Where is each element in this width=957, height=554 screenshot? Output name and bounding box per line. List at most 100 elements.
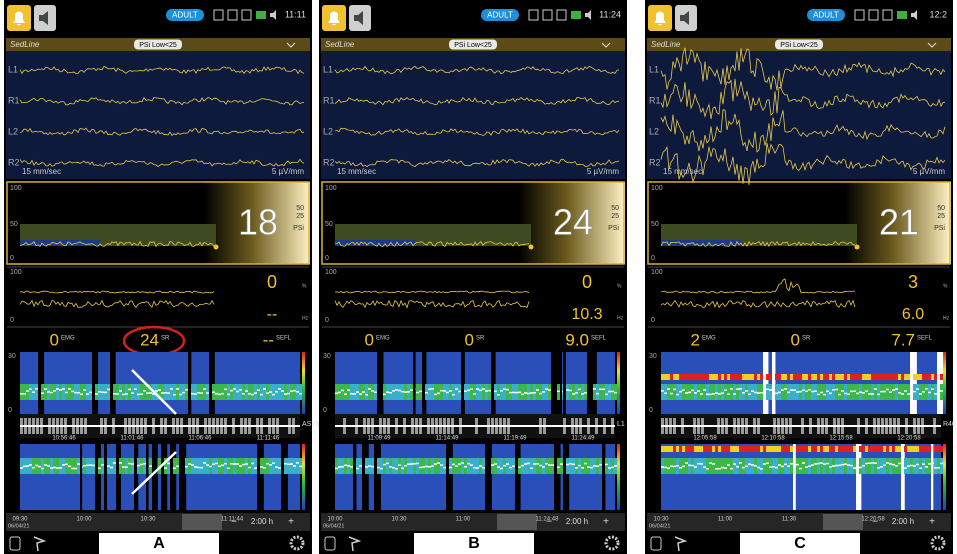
flag-icon[interactable] xyxy=(348,536,362,552)
dsa-band xyxy=(350,384,353,400)
dsa-line xyxy=(509,391,512,394)
dsa-hot xyxy=(934,446,937,452)
sweep-speed: 15 mm/sec xyxy=(663,167,702,176)
dsa-line xyxy=(805,466,808,469)
dsa-line xyxy=(80,393,83,396)
dsa-band xyxy=(808,384,811,400)
dsa-line xyxy=(569,462,572,465)
dsa-line xyxy=(32,391,35,393)
clock: 11:11 xyxy=(285,9,306,19)
dsa-band xyxy=(410,458,413,474)
eeg-area xyxy=(647,51,951,179)
audio-button[interactable] xyxy=(349,5,371,31)
artifact-trend xyxy=(19,290,215,294)
dsa-hot xyxy=(781,446,784,452)
dsa-band xyxy=(835,384,838,400)
settings-icon[interactable] xyxy=(289,535,305,551)
dsa-hot xyxy=(688,446,691,452)
zoom-in[interactable]: + xyxy=(603,517,609,528)
dsa-band xyxy=(877,458,880,474)
dsa-line xyxy=(724,467,727,469)
home-icon[interactable] xyxy=(650,536,662,551)
dsa-line xyxy=(41,467,44,470)
dsa-band xyxy=(670,384,673,400)
audio-button[interactable] xyxy=(675,5,697,31)
dsa-band xyxy=(679,458,682,474)
dsa-band xyxy=(724,458,727,474)
dsa-line xyxy=(47,465,50,467)
dsa-band xyxy=(784,384,787,400)
collapse-chevron[interactable] xyxy=(601,42,611,48)
dsa-line xyxy=(919,393,922,395)
dsa-line xyxy=(763,463,766,465)
dsa-band xyxy=(569,458,572,474)
dsa-band xyxy=(269,458,272,474)
dsa-band xyxy=(802,458,805,474)
sr-label: SR xyxy=(476,336,485,342)
dsa-hot xyxy=(925,374,928,380)
eeg-trace xyxy=(19,158,305,168)
alarm-button[interactable] xyxy=(648,5,672,31)
channel-label: R1 xyxy=(8,95,20,105)
dsa-line xyxy=(134,388,137,391)
dsa-line xyxy=(805,390,808,393)
dsa-line xyxy=(781,389,784,391)
trend-scale: 100 xyxy=(325,185,337,192)
dsa-line xyxy=(667,467,670,470)
settings-icon[interactable] xyxy=(604,535,620,551)
psi-trend xyxy=(660,240,856,248)
dsa-line xyxy=(218,393,221,396)
dsa-line xyxy=(443,390,446,392)
dsa-hot xyxy=(805,446,808,452)
dsa-line xyxy=(754,391,757,394)
dsa-line xyxy=(170,388,173,390)
dsa-line xyxy=(407,463,410,465)
timeline-bar xyxy=(647,513,951,531)
timeline-label: 11:11:44 xyxy=(221,517,244,523)
dsa-line xyxy=(907,465,910,467)
low-band xyxy=(661,240,741,246)
dsa-band xyxy=(35,384,38,400)
collapse-chevron[interactable] xyxy=(927,42,937,48)
dsa-line xyxy=(491,464,494,466)
alarm-button[interactable] xyxy=(322,5,346,31)
flag-icon[interactable] xyxy=(33,536,47,552)
home-icon[interactable] xyxy=(324,536,336,551)
dsa-band xyxy=(395,384,398,400)
dsa-line xyxy=(227,467,230,470)
dsa-line xyxy=(275,466,278,468)
settings-icon[interactable] xyxy=(930,535,946,551)
dsa-line xyxy=(245,463,248,465)
collapse-chevron[interactable] xyxy=(286,42,296,48)
dsa-line xyxy=(676,465,679,467)
home-icon[interactable] xyxy=(9,536,21,551)
alarm-button[interactable] xyxy=(7,5,31,31)
zoom-out[interactable]: − xyxy=(231,517,237,528)
dsa-line xyxy=(937,467,940,469)
zoom-out[interactable]: − xyxy=(546,517,552,528)
dsa-band xyxy=(242,384,245,400)
timeline-date: 06/04/21 xyxy=(649,523,670,529)
label-box xyxy=(414,533,534,554)
dsa-line xyxy=(533,463,536,465)
zoom-in[interactable]: + xyxy=(929,517,935,528)
dsa-hot xyxy=(877,374,880,380)
eeg-trace xyxy=(334,127,620,136)
audio-button[interactable] xyxy=(34,5,56,31)
zoom-in[interactable]: + xyxy=(288,517,294,528)
dsa-line xyxy=(880,466,883,468)
dsa-line xyxy=(209,465,212,468)
dsa-line xyxy=(706,467,709,470)
dsa-band xyxy=(200,458,203,474)
dsa-line xyxy=(404,391,407,393)
dsa-band xyxy=(847,458,850,474)
dsa-band xyxy=(739,384,742,400)
dsa-line xyxy=(940,390,943,392)
dsa-gap xyxy=(134,444,139,510)
dsa-line xyxy=(766,462,769,465)
dsa-line xyxy=(566,389,569,391)
zoom-out[interactable]: − xyxy=(872,517,878,528)
dsa-line xyxy=(916,463,919,466)
dsa-band xyxy=(263,458,266,474)
flag-icon[interactable] xyxy=(674,536,688,552)
